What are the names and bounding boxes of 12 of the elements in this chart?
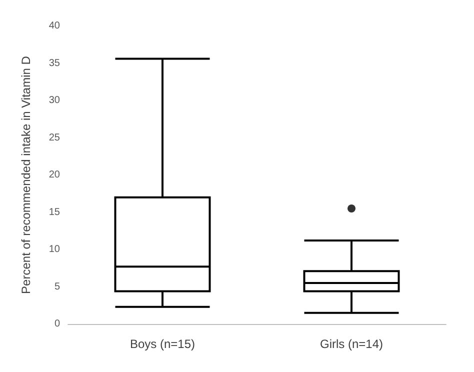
y-tick-label: 0 [54, 318, 60, 330]
y-tick-label: 40 [48, 20, 60, 32]
y-tick-label: 5 [54, 281, 60, 292]
y-axis-title: Percent of recommended intake in Vitamin D [19, 56, 33, 294]
y-tick-label: 35 [48, 58, 60, 69]
y-tick-label: 25 [48, 132, 60, 144]
y-tick-label: 20 [48, 170, 60, 180]
y-tick-label: 30 [48, 95, 60, 106]
x-tick-label: Boys (n=15) [130, 337, 196, 351]
x-tick-label: Girls (n=14) [320, 337, 384, 351]
y-tick-label: 10 [48, 244, 60, 255]
y-tick-label: 15 [48, 206, 60, 218]
